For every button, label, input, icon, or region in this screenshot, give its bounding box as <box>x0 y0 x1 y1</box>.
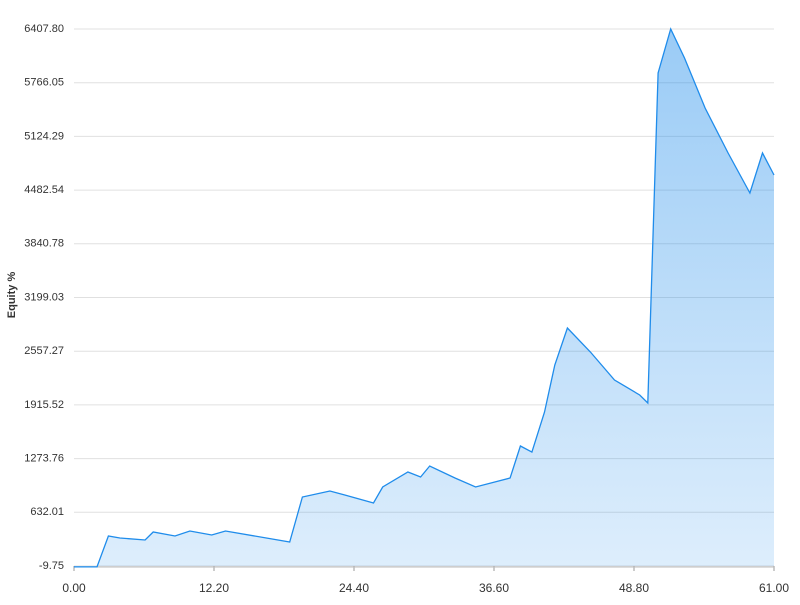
x-tick-label: 48.80 <box>619 581 649 595</box>
area-fill <box>74 29 774 567</box>
y-axis-label: Equity % <box>6 272 18 319</box>
y-tick-label: 2557.27 <box>24 345 64 357</box>
x-tick-label: 24.40 <box>339 581 369 595</box>
y-tick-label: 1273.76 <box>24 453 64 465</box>
y-tick-label: 6407.80 <box>24 23 64 35</box>
y-tick-label: 3199.03 <box>24 291 64 303</box>
y-tick-label: 5766.05 <box>24 77 64 89</box>
y-tick-label: 1915.52 <box>24 399 64 411</box>
y-tick-label: 632.01 <box>30 506 64 518</box>
x-tick-label: 12.20 <box>199 581 229 595</box>
x-tick-label: 0.00 <box>62 581 86 595</box>
y-tick-label: -9.75 <box>39 560 64 572</box>
y-tick-label: 3840.78 <box>24 238 64 250</box>
equity-line <box>74 27 775 568</box>
x-tick-label: 36.60 <box>479 581 509 595</box>
y-tick-label: 5124.29 <box>24 130 64 142</box>
y-tick-label: 4482.54 <box>24 184 64 196</box>
x-tick-label: 61.00 <box>759 581 789 595</box>
